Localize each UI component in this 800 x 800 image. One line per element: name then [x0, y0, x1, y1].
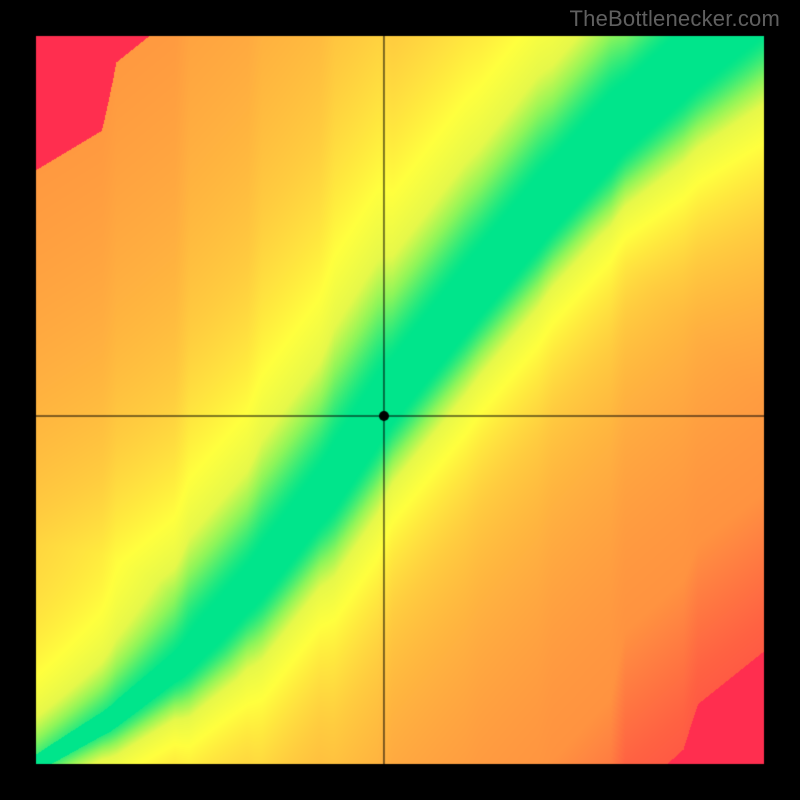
bottleneck-heatmap: [0, 0, 800, 800]
watermark-label: TheBottlenecker.com: [570, 6, 780, 32]
